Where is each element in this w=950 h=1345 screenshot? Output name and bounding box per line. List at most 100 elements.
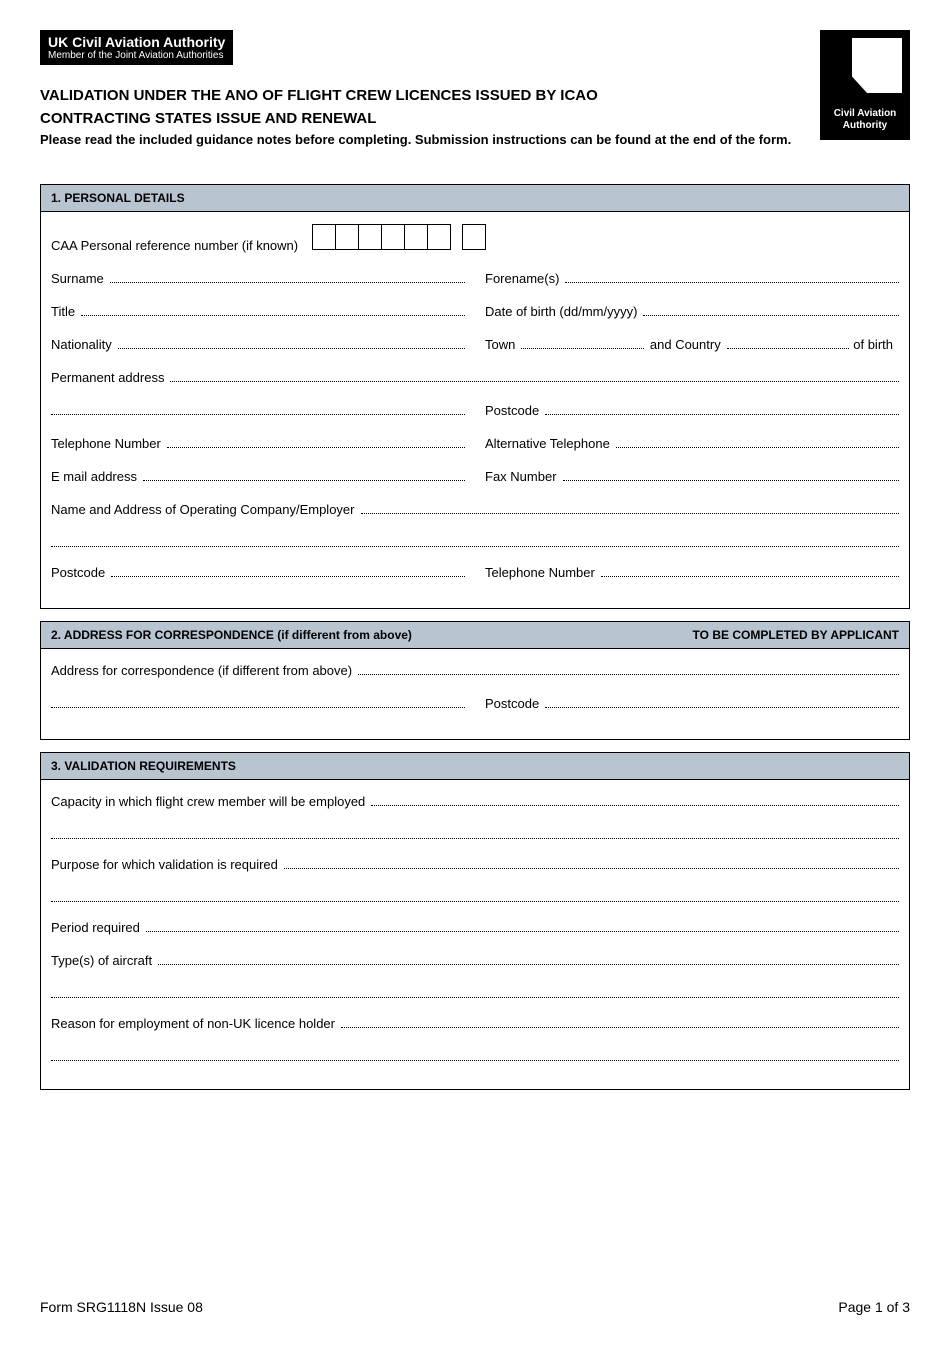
birth-suffix: of birth: [853, 337, 893, 352]
country-label: and Country: [650, 337, 721, 352]
reason-cont-field[interactable]: [51, 1047, 899, 1061]
logo-text-line2: Authority: [843, 120, 887, 132]
logo-text-line1: Civil Aviation: [834, 108, 897, 120]
period-input[interactable]: [146, 918, 899, 932]
nationality-input[interactable]: [118, 335, 465, 349]
alt-telephone-field[interactable]: Alternative Telephone: [485, 434, 899, 451]
dob-field[interactable]: Date of birth (dd/mm/yyyy): [485, 302, 899, 319]
employer-cont-input[interactable]: [51, 533, 899, 547]
corr-postcode-field[interactable]: Postcode: [485, 694, 899, 711]
footer-form-id: Form SRG1118N Issue 08: [40, 1299, 203, 1315]
ref-number-label: CAA Personal reference number (if known): [51, 238, 298, 253]
ref-box[interactable]: [312, 224, 336, 250]
email-field[interactable]: E mail address: [51, 467, 465, 484]
page-footer: Form SRG1118N Issue 08 Page 1 of 3: [40, 1299, 910, 1315]
section2-right-title: TO BE COMPLETED BY APPLICANT: [693, 628, 899, 642]
ref-box[interactable]: [404, 224, 428, 250]
corr-address-cont-field[interactable]: [51, 694, 465, 711]
section2-header: 2. ADDRESS FOR CORRESPONDENCE (if differ…: [41, 622, 909, 649]
ref-box[interactable]: [335, 224, 359, 250]
perm-address-field[interactable]: Permanent address: [51, 368, 899, 385]
perm-address-cont-field[interactable]: [51, 401, 465, 418]
section2-title: 2. ADDRESS FOR CORRESPONDENCE (if differ…: [51, 628, 412, 642]
capacity-field[interactable]: Capacity in which flight crew member wil…: [51, 792, 899, 809]
section1-header: 1. PERSONAL DETAILS: [41, 185, 909, 212]
perm-address-cont-input[interactable]: [51, 401, 465, 415]
reason-cont-input[interactable]: [51, 1047, 899, 1061]
title-line2: CONTRACTING STATES ISSUE AND RENEWAL: [40, 108, 820, 129]
ref-box[interactable]: [462, 224, 486, 250]
town-input[interactable]: [521, 335, 644, 349]
email-input[interactable]: [143, 467, 465, 481]
capacity-input[interactable]: [371, 792, 899, 806]
instructions-text: Please read the included guidance notes …: [40, 131, 820, 149]
corr-address-input[interactable]: [358, 661, 899, 675]
perm-address-label: Permanent address: [51, 370, 164, 385]
section3-body: Capacity in which flight crew member wil…: [41, 780, 909, 1089]
telephone-field[interactable]: Telephone Number: [51, 434, 465, 451]
capacity-cont-input[interactable]: [51, 825, 899, 839]
corr-postcode-input[interactable]: [545, 694, 899, 708]
title-input[interactable]: [81, 302, 465, 316]
ref-box[interactable]: [358, 224, 382, 250]
aircraft-type-input[interactable]: [158, 951, 899, 965]
forename-input[interactable]: [565, 269, 899, 283]
postcode-field[interactable]: Postcode: [485, 401, 899, 418]
alt-telephone-input[interactable]: [616, 434, 899, 448]
employer-tel-label: Telephone Number: [485, 565, 595, 580]
authority-sub-text: Member of the Joint Aviation Authorities: [48, 50, 225, 61]
fax-input[interactable]: [563, 467, 899, 481]
authority-badge: UK Civil Aviation Authority Member of th…: [40, 30, 233, 65]
capacity-cont-field[interactable]: [51, 825, 899, 839]
page-header: UK Civil Aviation Authority Member of th…: [40, 30, 910, 169]
perm-address-input[interactable]: [170, 368, 899, 382]
fax-label: Fax Number: [485, 469, 557, 484]
employer-field[interactable]: Name and Address of Operating Company/Em…: [51, 500, 899, 517]
reason-input[interactable]: [341, 1014, 899, 1028]
section-personal-details: 1. PERSONAL DETAILS CAA Personal referen…: [40, 184, 910, 609]
aircraft-type-cont-field[interactable]: [51, 984, 899, 998]
section-validation-requirements: 3. VALIDATION REQUIREMENTS Capacity in w…: [40, 752, 910, 1090]
purpose-cont-field[interactable]: [51, 888, 899, 902]
purpose-input[interactable]: [284, 855, 899, 869]
period-field[interactable]: Period required: [51, 918, 899, 935]
corr-postcode-label: Postcode: [485, 696, 539, 711]
dob-input[interactable]: [643, 302, 899, 316]
employer-cont-field[interactable]: [51, 533, 899, 547]
corr-address-label: Address for correspondence (if different…: [51, 663, 352, 678]
ref-box[interactable]: [381, 224, 405, 250]
nationality-label: Nationality: [51, 337, 112, 352]
surname-label: Surname: [51, 271, 104, 286]
employer-postcode-field[interactable]: Postcode: [51, 563, 465, 580]
employer-input[interactable]: [361, 500, 900, 514]
ref-box[interactable]: [427, 224, 451, 250]
town-label: Town: [485, 337, 515, 352]
aircraft-type-field[interactable]: Type(s) of aircraft: [51, 951, 899, 968]
corr-address-field[interactable]: Address for correspondence (if different…: [51, 661, 899, 678]
corr-address-cont-input[interactable]: [51, 694, 465, 708]
employer-tel-input[interactable]: [601, 563, 899, 577]
period-label: Period required: [51, 920, 140, 935]
aircraft-type-cont-input[interactable]: [51, 984, 899, 998]
reason-field[interactable]: Reason for employment of non-UK licence …: [51, 1014, 899, 1031]
purpose-field[interactable]: Purpose for which validation is required: [51, 855, 899, 872]
forename-field[interactable]: Forename(s): [485, 269, 899, 286]
purpose-cont-input[interactable]: [51, 888, 899, 902]
ref-number-row: CAA Personal reference number (if known): [51, 224, 899, 253]
postcode-input[interactable]: [545, 401, 899, 415]
surname-field[interactable]: Surname: [51, 269, 465, 286]
fax-field[interactable]: Fax Number: [485, 467, 899, 484]
ref-number-input[interactable]: [312, 224, 485, 250]
telephone-input[interactable]: [167, 434, 465, 448]
section1-body: CAA Personal reference number (if known)…: [41, 212, 909, 608]
nationality-field[interactable]: Nationality: [51, 335, 465, 352]
title-field[interactable]: Title: [51, 302, 465, 319]
employer-tel-field[interactable]: Telephone Number: [485, 563, 899, 580]
country-input[interactable]: [727, 335, 850, 349]
employer-postcode-input[interactable]: [111, 563, 465, 577]
surname-input[interactable]: [110, 269, 465, 283]
birth-location-field[interactable]: Town and Country of birth: [485, 335, 899, 352]
reason-label: Reason for employment of non-UK licence …: [51, 1016, 335, 1031]
employer-postcode-label: Postcode: [51, 565, 105, 580]
aircraft-type-label: Type(s) of aircraft: [51, 953, 152, 968]
